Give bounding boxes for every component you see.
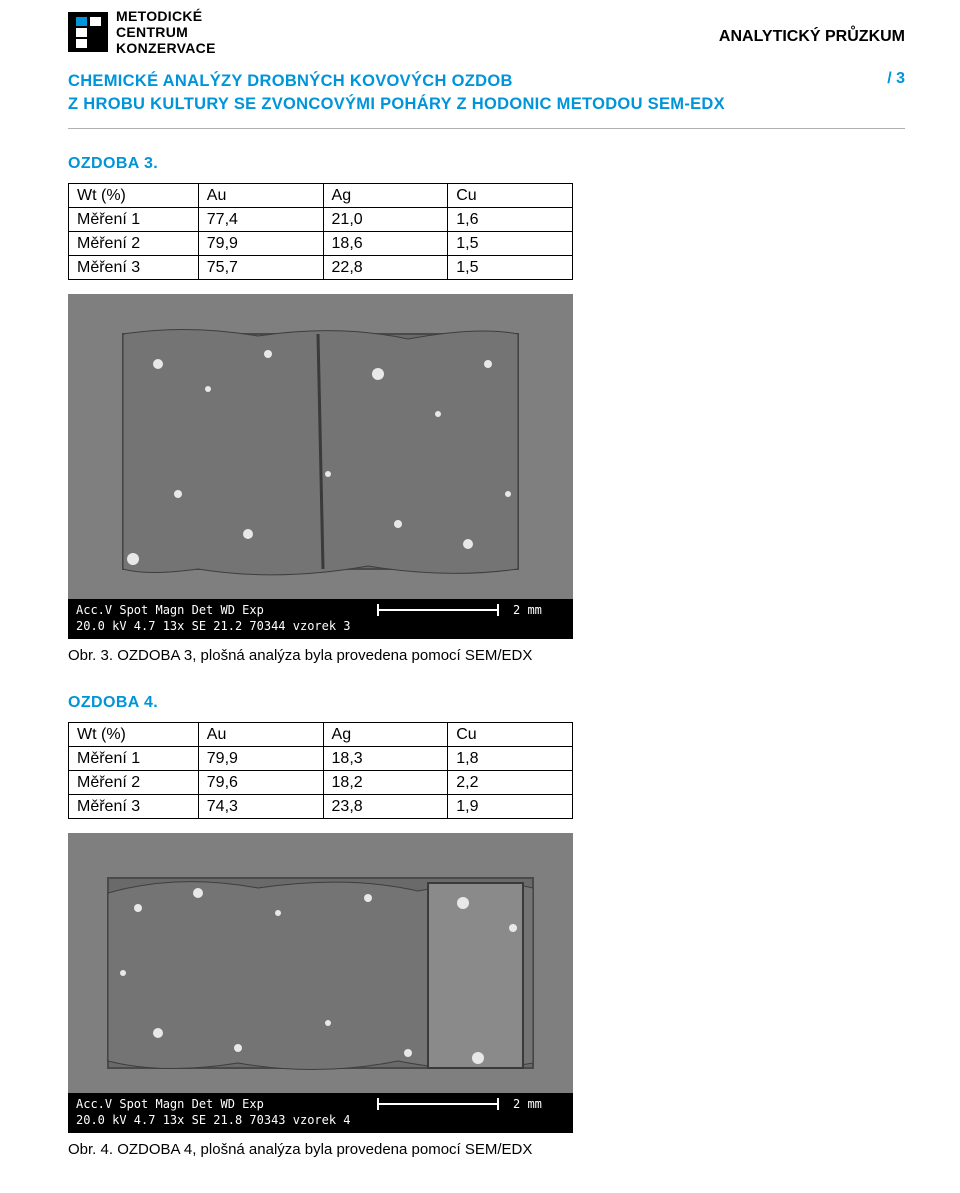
figure-caption: Obr. 4. OZDOBA 4, plošná analýza byla pr…: [68, 1141, 600, 1158]
col-header: Wt (%): [69, 723, 199, 747]
cell: 79,9: [198, 747, 323, 771]
svg-text:2 mm: 2 mm: [513, 603, 542, 617]
title-row: CHEMICKÉ ANALÝZY DROBNÝCH KOVOVÝCH OZDOB…: [0, 56, 960, 116]
cell: 18,6: [323, 232, 448, 256]
cell: Měření 2: [69, 771, 199, 795]
cell: 1,8: [448, 747, 573, 771]
sem-figure-3: Acc.V Spot Magn Det WD Exp 20.0 kV 4.7 1…: [68, 294, 573, 639]
document-title: CHEMICKÉ ANALÝZY DROBNÝCH KOVOVÝCH OZDOB…: [68, 70, 725, 116]
svg-text:2 mm: 2 mm: [513, 1097, 542, 1111]
sem-figure-4: Acc.V Spot Magn Det WD Exp 20.0 kV 4.7 1…: [68, 833, 573, 1133]
table-header-row: Wt (%) Au Ag Cu: [69, 184, 573, 208]
logo-text: METODICKÉ CENTRUM KONZERVACE: [116, 8, 216, 56]
cell: Měření 1: [69, 747, 199, 771]
figure-caption: Obr. 3. OZDOBA 3, plošná analýza byla pr…: [68, 647, 600, 664]
data-table-ozdoba-3: Wt (%) Au Ag Cu Měření 1 77,4 21,0 1,6 M…: [68, 183, 573, 280]
logo-line-2: CENTRUM: [116, 24, 216, 40]
logo-block: METODICKÉ CENTRUM KONZERVACE: [68, 8, 216, 56]
table-row: Měření 1 79,9 18,3 1,8: [69, 747, 573, 771]
page-header: METODICKÉ CENTRUM KONZERVACE ANALYTICKÝ …: [0, 0, 960, 56]
cell: 18,3: [323, 747, 448, 771]
cell: 75,7: [198, 256, 323, 280]
section-heading: OZDOBA 3.: [68, 155, 600, 173]
cell: 79,9: [198, 232, 323, 256]
table-header-row: Wt (%) Au Ag Cu: [69, 723, 573, 747]
section-heading: OZDOBA 4.: [68, 694, 600, 712]
cell: 77,4: [198, 208, 323, 232]
cell: 18,2: [323, 771, 448, 795]
col-header: Cu: [448, 723, 573, 747]
logo-line-1: METODICKÉ: [116, 8, 216, 24]
table-row: Měření 1 77,4 21,0 1,6: [69, 208, 573, 232]
table-row: Měření 2 79,9 18,6 1,5: [69, 232, 573, 256]
cell: 1,5: [448, 232, 573, 256]
cell: 21,0: [323, 208, 448, 232]
cell: 79,6: [198, 771, 323, 795]
page-number: / 3: [887, 70, 905, 88]
logo-line-3: KONZERVACE: [116, 40, 216, 56]
cell: 2,2: [448, 771, 573, 795]
cell: Měření 3: [69, 256, 199, 280]
databar-line1: Acc.V Spot Magn Det WD Exp: [76, 603, 264, 617]
col-header: Ag: [323, 723, 448, 747]
col-header: Wt (%): [69, 184, 199, 208]
table-row: Měření 3 75,7 22,8 1,5: [69, 256, 573, 280]
databar-line1: Acc.V Spot Magn Det WD Exp: [76, 1097, 264, 1111]
cell: 74,3: [198, 795, 323, 819]
title-line-1: CHEMICKÉ ANALÝZY DROBNÝCH KOVOVÝCH OZDOB: [68, 70, 725, 93]
section-ozdoba-3: OZDOBA 3. Wt (%) Au Ag Cu Měření 1 77,4 …: [68, 155, 600, 664]
content: OZDOBA 3. Wt (%) Au Ag Cu Měření 1 77,4 …: [0, 129, 600, 1158]
cell: 23,8: [323, 795, 448, 819]
col-header: Cu: [448, 184, 573, 208]
cell: Měření 1: [69, 208, 199, 232]
section-ozdoba-4: OZDOBA 4. Wt (%) Au Ag Cu Měření 1 79,9 …: [68, 694, 600, 1158]
cell: 1,6: [448, 208, 573, 232]
table-row: Měření 3 74,3 23,8 1,9: [69, 795, 573, 819]
data-table-ozdoba-4: Wt (%) Au Ag Cu Měření 1 79,9 18,3 1,8 M…: [68, 722, 573, 819]
cell: Měření 3: [69, 795, 199, 819]
cell: 22,8: [323, 256, 448, 280]
databar-line2: 20.0 kV 4.7 13x SE 21.2 70344 vzorek 3: [76, 619, 351, 633]
cell: Měření 2: [69, 232, 199, 256]
cell: 1,9: [448, 795, 573, 819]
databar-line2: 20.0 kV 4.7 13x SE 21.8 70343 vzorek 4: [76, 1113, 351, 1127]
col-header: Au: [198, 184, 323, 208]
table-row: Měření 2 79,6 18,2 2,2: [69, 771, 573, 795]
logo-icon: [68, 12, 108, 52]
cell: 1,5: [448, 256, 573, 280]
title-line-2: Z HROBU KULTURY SE ZVONCOVÝMI POHÁRY Z H…: [68, 93, 725, 116]
col-header: Ag: [323, 184, 448, 208]
header-category: ANALYTICKÝ PRŮZKUM: [719, 8, 905, 46]
col-header: Au: [198, 723, 323, 747]
